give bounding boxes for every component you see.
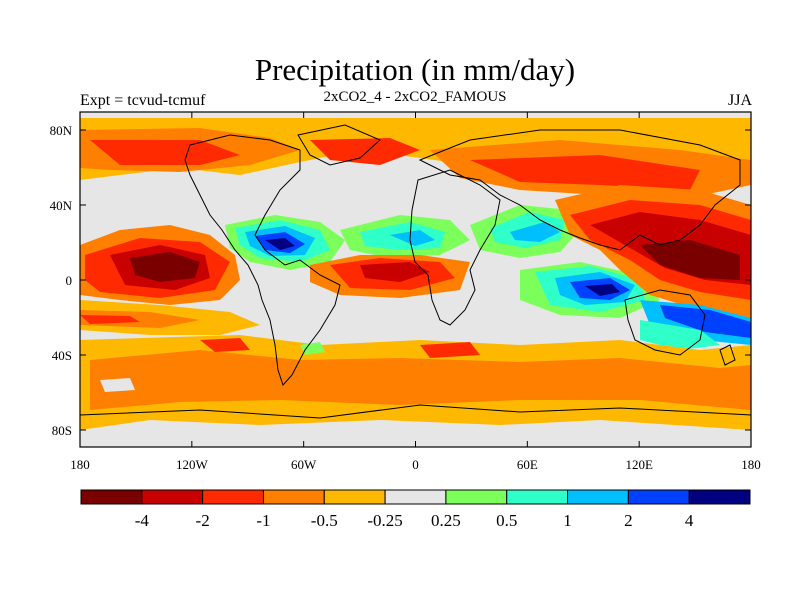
lon-tick-label: 120W <box>176 457 209 472</box>
colorbar: -4 -2 -1 -0.5 -0.25 0.25 0.5 1 2 4 <box>80 489 751 530</box>
colorbar-swatch <box>567 489 629 505</box>
experiment-label: Expt = tcvud-tcmuf <box>80 92 206 109</box>
season-label: JJA <box>727 92 752 109</box>
coastlines <box>80 124 751 419</box>
lon-tick-label: 180 <box>70 457 90 472</box>
colorbar-swatch <box>202 489 264 505</box>
latitude-ticks: 80N 40N 0 40S 80S <box>50 123 751 438</box>
colorbar-swatch <box>323 489 386 505</box>
colorbar-swatch <box>80 489 143 505</box>
lat-tick-label: 40S <box>52 348 72 363</box>
colorbar-label: 1 <box>563 511 572 530</box>
longitude-ticks: 180 120W 60W 0 60E 120E 180 <box>70 112 761 472</box>
precip-field <box>80 112 751 447</box>
colorbar-label: -0.5 <box>311 511 338 530</box>
colorbar-label: 0.5 <box>496 511 517 530</box>
colorbar-label: -4 <box>135 511 150 530</box>
colorbar-label: 2 <box>624 511 633 530</box>
colorbar-swatch <box>445 489 508 505</box>
colorbar-label: -0.25 <box>367 511 402 530</box>
colorbar-swatch <box>506 489 569 505</box>
colorbar-label: 0.25 <box>431 511 461 530</box>
lon-tick-label: 0 <box>412 457 419 472</box>
lon-tick-label: 60E <box>517 457 538 472</box>
plot-title: Precipitation (in mm/day) <box>254 52 576 87</box>
lat-tick-label: 80N <box>50 123 73 138</box>
lon-tick-label: 60W <box>291 457 317 472</box>
colorbar-label: -1 <box>256 511 270 530</box>
colorbar-label: 4 <box>685 511 694 530</box>
lon-tick-label: 120E <box>625 457 653 472</box>
lat-tick-label: 40N <box>50 198 73 213</box>
plot-subtitle: 2xCO2_4 - 2xCO2_FAMOUS <box>323 89 507 105</box>
colorbar-swatch <box>141 489 204 505</box>
colorbar-label: -2 <box>196 511 210 530</box>
colorbar-swatch <box>384 489 447 505</box>
colorbar-swatch <box>627 489 690 505</box>
lat-tick-label: 0 <box>66 273 73 288</box>
lat-tick-label: 80S <box>52 423 72 438</box>
colorbar-swatch <box>688 489 751 505</box>
lon-tick-label: 180 <box>741 457 761 472</box>
colorbar-swatch <box>262 489 325 505</box>
